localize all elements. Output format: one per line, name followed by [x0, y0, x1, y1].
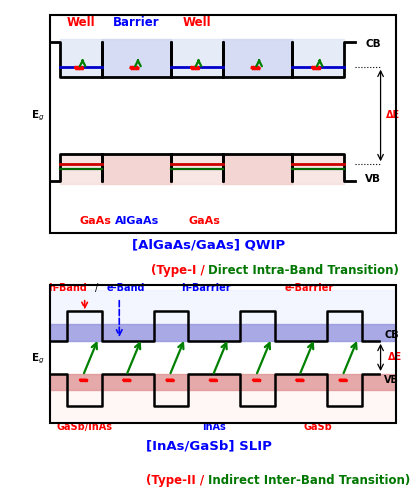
Text: /: /	[95, 284, 98, 294]
Text: GaAs: GaAs	[188, 216, 220, 226]
Text: ΔE: ΔE	[386, 110, 400, 120]
Text: Direct Intra-Band Transition): Direct Intra-Band Transition)	[208, 264, 399, 276]
Text: Well: Well	[67, 16, 95, 30]
Text: CB: CB	[384, 330, 399, 340]
Text: GaSb/InAs: GaSb/InAs	[57, 422, 113, 432]
Text: VB: VB	[384, 375, 399, 385]
Text: Barrier: Barrier	[113, 16, 160, 30]
Text: AlGaAs: AlGaAs	[114, 216, 159, 226]
Text: [AlGaAs/GaAs] QWIP: [AlGaAs/GaAs] QWIP	[132, 238, 285, 252]
Text: [InAs/GaSb] SLIP: [InAs/GaSb] SLIP	[146, 440, 271, 453]
Text: VB: VB	[365, 174, 381, 184]
Text: (Type-II /: (Type-II /	[146, 474, 208, 487]
Text: CB: CB	[365, 39, 381, 49]
Text: ΔE: ΔE	[387, 352, 402, 362]
Text: e-Barrier: e-Barrier	[285, 284, 334, 294]
Text: GaSb: GaSb	[304, 422, 333, 432]
Text: E$_g$: E$_g$	[31, 108, 45, 122]
Text: Indirect Inter-Band Transition): Indirect Inter-Band Transition)	[208, 474, 411, 487]
Text: h-Barrier: h-Barrier	[181, 284, 231, 294]
Text: (Type-I /: (Type-I /	[151, 264, 208, 276]
Text: E$_g$: E$_g$	[31, 351, 45, 366]
Text: Well: Well	[183, 16, 211, 30]
Text: GaAs: GaAs	[79, 216, 111, 226]
Text: h-Band: h-Band	[48, 284, 87, 294]
Text: InAs: InAs	[203, 422, 226, 432]
Text: e-Band: e-Band	[107, 284, 146, 294]
